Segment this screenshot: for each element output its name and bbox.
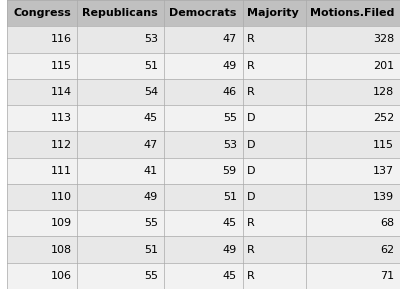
Bar: [7, 105, 400, 131]
Text: Congress: Congress: [14, 8, 72, 18]
Text: R: R: [246, 87, 254, 97]
Text: 55: 55: [144, 271, 158, 281]
Text: 139: 139: [373, 192, 394, 202]
Text: 113: 113: [50, 113, 72, 123]
Text: 112: 112: [50, 140, 72, 149]
Text: 41: 41: [144, 166, 158, 176]
Text: 111: 111: [50, 166, 72, 176]
Text: D: D: [246, 192, 255, 202]
Text: 49: 49: [144, 192, 158, 202]
Text: Democrats: Democrats: [169, 8, 237, 18]
Bar: [7, 236, 400, 263]
Text: 106: 106: [50, 271, 72, 281]
Text: 51: 51: [223, 192, 237, 202]
Text: 137: 137: [373, 166, 394, 176]
Text: 55: 55: [223, 113, 237, 123]
Text: 45: 45: [223, 271, 237, 281]
Text: 45: 45: [144, 113, 158, 123]
Text: 51: 51: [144, 244, 158, 255]
Bar: [7, 26, 400, 53]
Text: D: D: [246, 113, 255, 123]
Text: 109: 109: [50, 218, 72, 228]
Text: 53: 53: [144, 34, 158, 45]
Text: 53: 53: [223, 140, 237, 149]
Text: 47: 47: [144, 140, 158, 149]
Text: R: R: [246, 271, 254, 281]
Text: Majority: Majority: [246, 8, 298, 18]
Bar: [7, 79, 400, 105]
Bar: [7, 210, 400, 236]
Bar: [7, 184, 400, 210]
Text: 54: 54: [144, 87, 158, 97]
Text: 115: 115: [50, 61, 72, 71]
Bar: [7, 53, 400, 79]
Bar: [7, 158, 400, 184]
Text: 252: 252: [373, 113, 394, 123]
Text: R: R: [246, 61, 254, 71]
Text: 45: 45: [223, 218, 237, 228]
Text: Republicans: Republicans: [82, 8, 158, 18]
Text: 68: 68: [380, 218, 394, 228]
Text: 116: 116: [50, 34, 72, 45]
Text: 46: 46: [223, 87, 237, 97]
Text: 47: 47: [222, 34, 237, 45]
Text: 115: 115: [373, 140, 394, 149]
Text: 71: 71: [380, 271, 394, 281]
Text: R: R: [246, 244, 254, 255]
Bar: [7, 263, 400, 289]
Text: 328: 328: [373, 34, 394, 45]
Bar: [7, 0, 400, 26]
Text: 51: 51: [144, 61, 158, 71]
Text: 128: 128: [373, 87, 394, 97]
Text: 59: 59: [223, 166, 237, 176]
Text: 55: 55: [144, 218, 158, 228]
Text: Motions.Filed: Motions.Filed: [310, 8, 394, 18]
Text: R: R: [246, 34, 254, 45]
Text: D: D: [246, 140, 255, 149]
Text: D: D: [246, 166, 255, 176]
Text: 49: 49: [222, 61, 237, 71]
Text: 110: 110: [50, 192, 72, 202]
Text: 108: 108: [50, 244, 72, 255]
Bar: [7, 131, 400, 158]
Text: 62: 62: [380, 244, 394, 255]
Text: 49: 49: [222, 244, 237, 255]
Text: 114: 114: [50, 87, 72, 97]
Text: 201: 201: [373, 61, 394, 71]
Text: R: R: [246, 218, 254, 228]
